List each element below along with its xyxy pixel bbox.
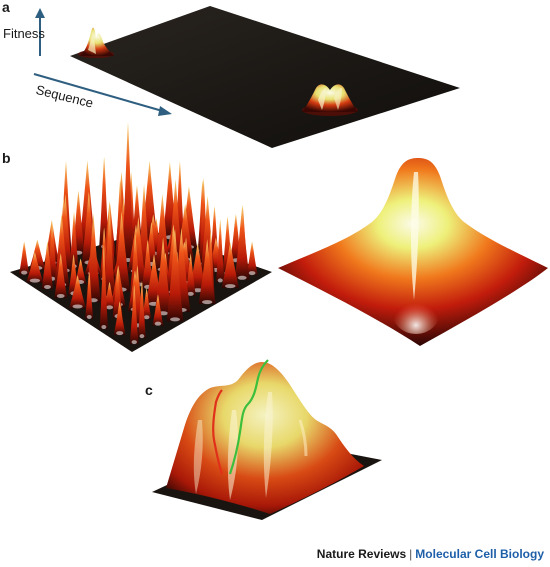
panel-a-peak-left — [78, 27, 114, 58]
rugged-peak-base-highlight — [44, 284, 51, 289]
panel-b-smooth-landscape — [278, 158, 548, 346]
rugged-peak — [18, 241, 30, 275]
rugged-peak — [122, 122, 134, 262]
panel-b-smooth-highlight — [392, 290, 440, 334]
credit-journal: Molecular Cell Biology — [415, 547, 544, 561]
panel-a-landscape — [33, 6, 460, 148]
rugged-peak-base-highlight — [131, 340, 137, 345]
green-adaptive-path — [228, 359, 269, 475]
rugged-peak-base-highlight — [116, 331, 124, 336]
rugged-peak — [154, 237, 172, 316]
rugged-peak — [221, 242, 240, 289]
rugged-peak — [246, 241, 258, 276]
rugged-peak-base-highlight — [105, 305, 114, 310]
rugged-peak-base-highlight — [101, 325, 107, 330]
rugged-peak-base-highlight — [72, 304, 83, 309]
rugged-peak — [54, 253, 68, 298]
rugged-peak — [99, 156, 110, 249]
rugged-peak-base-highlight — [29, 278, 41, 283]
rugged-peaks — [18, 122, 258, 345]
panel-a-peak-right — [302, 84, 358, 116]
rugged-peak — [26, 251, 44, 283]
panel-c-label: c — [145, 382, 153, 398]
rugged-peak — [234, 207, 250, 280]
rugged-peak — [166, 229, 184, 322]
rugged-peak — [154, 193, 171, 272]
rugged-peak — [41, 241, 54, 289]
rugged-peak-base-highlight — [225, 284, 236, 289]
rugged-peak-base-highlight — [56, 293, 65, 298]
sequence-axis-arrow — [33, 73, 167, 113]
rugged-peak-base-highlight — [143, 315, 150, 320]
rugged-peak — [85, 271, 94, 319]
fitness-axis-label: Fitness — [3, 26, 45, 41]
rugged-peak — [129, 284, 139, 345]
rugged-peak-base-highlight — [139, 334, 145, 339]
panel-a-label: a — [2, 0, 10, 15]
figure-credit: Nature Reviews | Molecular Cell Biology — [317, 547, 544, 561]
rugged-peak — [215, 219, 225, 283]
rugged-peak — [53, 213, 70, 287]
rugged-peak-base-highlight — [248, 271, 256, 276]
rugged-peak — [69, 211, 79, 269]
panel-c-landscape — [152, 359, 382, 520]
sequence-axis-arrowhead — [158, 106, 172, 116]
rugged-peak — [113, 301, 126, 336]
rugged-peak-base-highlight — [237, 275, 247, 280]
panel-b-smooth-ridge — [411, 172, 419, 300]
panel-a-plane — [70, 6, 460, 148]
red-adaptive-path — [212, 389, 224, 475]
rugged-peak — [137, 281, 146, 339]
rugged-peak-base-highlight — [170, 317, 181, 322]
credit-separator: | — [409, 547, 413, 561]
rugged-peak-base-highlight — [202, 300, 213, 305]
rugged-peak-base-highlight — [217, 278, 223, 283]
rugged-peak-base-highlight — [187, 291, 194, 296]
rugged-peak-base-highlight — [21, 270, 28, 275]
rugged-peak — [198, 239, 216, 305]
rugged-peak-base-highlight — [86, 314, 92, 319]
rugged-peak-base-highlight — [154, 321, 162, 326]
rugged-peak — [99, 244, 108, 330]
rugged-peak — [141, 288, 152, 320]
panel-b-rugged-landscape — [10, 122, 272, 352]
rugged-peak — [103, 212, 116, 300]
panel-b-label: b — [2, 150, 11, 166]
rugged-peak — [69, 275, 87, 309]
rugged-peak — [185, 253, 196, 296]
credit-publisher: Nature Reviews — [316, 547, 407, 561]
fitness-axis-arrowhead — [35, 8, 45, 18]
rugged-peak — [152, 294, 164, 326]
